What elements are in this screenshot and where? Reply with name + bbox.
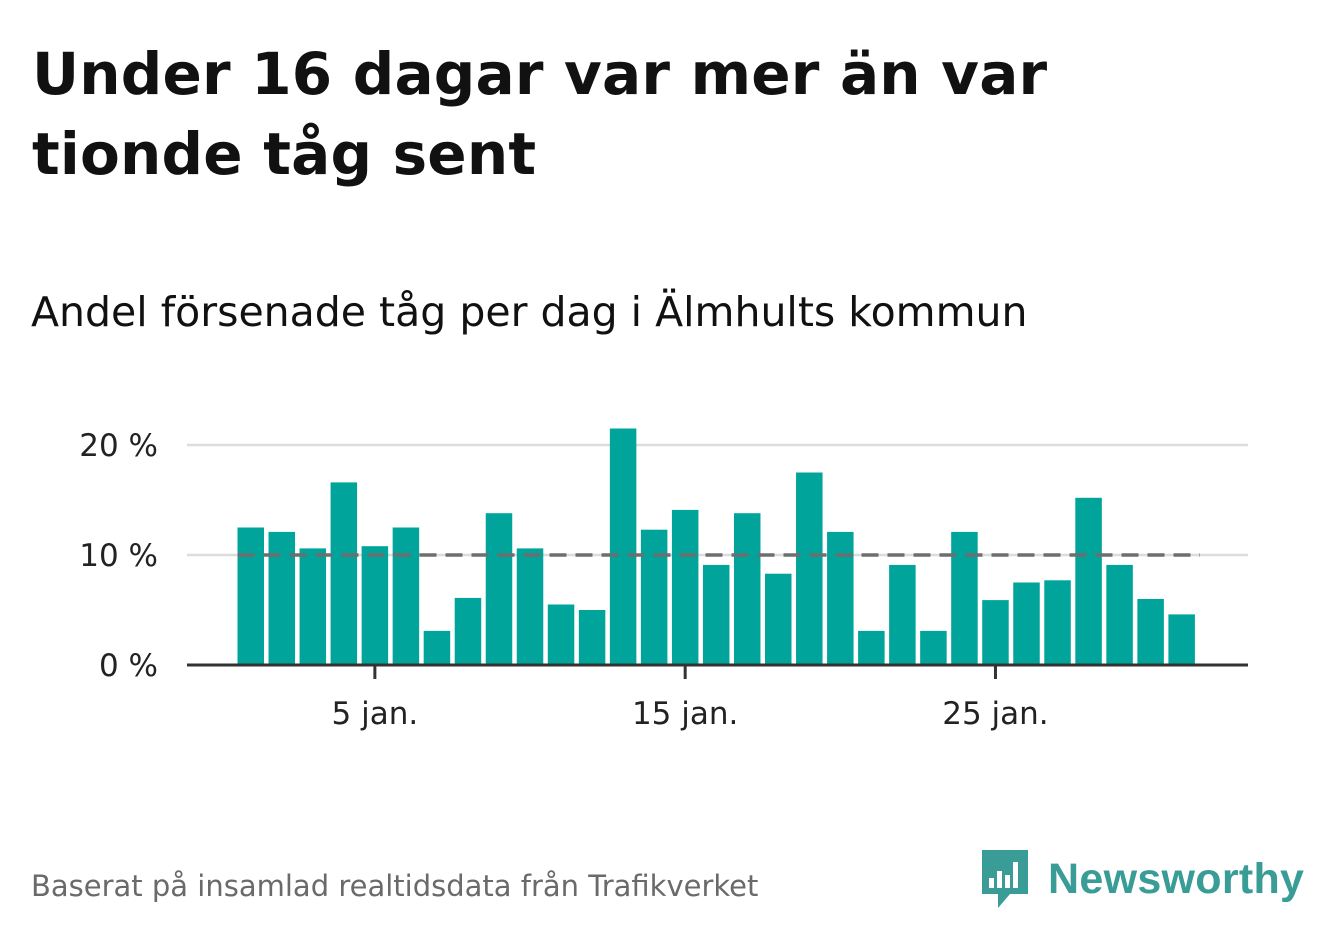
bar xyxy=(330,482,358,665)
x-tick-label: 25 jan. xyxy=(942,696,1048,732)
bar xyxy=(485,513,513,665)
x-axis xyxy=(187,663,1248,679)
bar xyxy=(733,513,761,665)
bar xyxy=(237,527,264,665)
brand-name: Newsworthy xyxy=(1048,854,1305,903)
bar xyxy=(858,630,885,665)
bar xyxy=(516,548,544,665)
bar xyxy=(454,597,482,665)
bar xyxy=(1075,497,1102,665)
x-axis-tick-labels: 5 jan. 15 jan. 25 jan. xyxy=(332,696,1049,732)
bar xyxy=(920,630,947,665)
x-tick-label: 5 jan. xyxy=(332,696,419,732)
bar xyxy=(609,428,637,665)
bar xyxy=(268,531,296,665)
bar xyxy=(951,531,978,665)
bar xyxy=(1106,564,1133,665)
bar xyxy=(299,548,327,665)
bar xyxy=(982,600,1009,665)
bar xyxy=(1168,614,1195,665)
bar xyxy=(423,630,451,665)
x-tick-label: 15 jan. xyxy=(632,696,738,732)
bar xyxy=(361,546,389,665)
bar xyxy=(1044,580,1071,665)
bar xyxy=(671,509,699,665)
bar xyxy=(392,527,420,665)
y-tick-label: 0 % xyxy=(99,648,158,684)
brand-logo: Newsworthy xyxy=(980,848,1304,910)
bar xyxy=(765,573,792,665)
y-tick-label: 10 % xyxy=(79,538,158,574)
bar xyxy=(889,564,916,665)
bars xyxy=(237,428,1195,665)
bar xyxy=(1013,582,1040,665)
source-note: Baserat på insamlad realtidsdata från Tr… xyxy=(31,869,759,903)
bar xyxy=(702,564,730,665)
bar xyxy=(827,531,854,665)
bar xyxy=(640,529,668,665)
bar xyxy=(1137,599,1164,665)
chart-subtitle: Andel försenade tåg per dag i Älmhults k… xyxy=(31,288,1028,336)
page-title: Under 16 dagar var mer än var tionde tåg… xyxy=(32,40,1048,188)
bar xyxy=(547,604,575,665)
y-tick-label: 20 % xyxy=(79,428,158,464)
y-axis-tick-labels: 0 % 10 % 20 % xyxy=(79,428,158,684)
bar xyxy=(796,472,823,665)
bar xyxy=(578,610,606,665)
newsworthy-logo-icon xyxy=(982,850,1028,908)
